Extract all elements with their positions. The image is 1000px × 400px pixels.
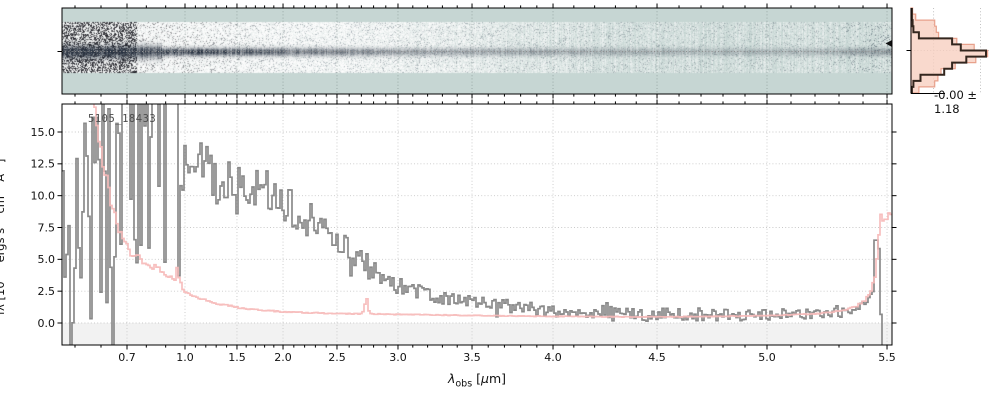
flux-line <box>62 104 883 345</box>
x-axis-label-close: m] <box>488 371 507 386</box>
x-tick-label: 0.7 <box>118 351 136 364</box>
x-tick-label: 5.5 <box>878 351 896 364</box>
2d-spectrum-canvas <box>62 8 892 94</box>
y-tick-label: 12.5 <box>31 158 56 171</box>
below-zero-shade <box>62 323 892 345</box>
error-line <box>93 104 892 318</box>
x-axis-label-mu: μ <box>481 371 489 386</box>
x-tick-label: 3.5 <box>463 351 481 364</box>
hist-dark-outline <box>910 8 987 94</box>
x-axis-label-open: [ <box>472 371 482 386</box>
y-tick-label: 0.0 <box>38 317 56 330</box>
x-tick-label: 4.0 <box>544 351 562 364</box>
x-tick-label: 4.5 <box>648 351 666 364</box>
hist-pink-fill <box>910 7 989 94</box>
y-tick-label: 15.0 <box>31 126 56 139</box>
panel-border-2d <box>61 7 893 95</box>
x-axis-label: λobs [μm] <box>402 371 552 390</box>
source-id-label: 5105_18433 <box>88 113 157 125</box>
x-tick-label: 2.0 <box>274 351 292 364</box>
x-axis-label-subscript: obs <box>455 378 473 390</box>
x-axis-label-lambda: λ <box>447 371 456 386</box>
y-tick-label: 2.5 <box>38 285 56 298</box>
y-tick-label: 7.5 <box>38 221 56 234</box>
x-tick-label: 5.0 <box>758 351 776 364</box>
x-tick-label: 1.0 <box>176 351 194 364</box>
x-tick-label: 3.0 <box>389 351 407 364</box>
y-axis-label: fλ [10⁻²⁰ ergs s⁻¹ cm⁻² Å⁻¹] <box>0 158 7 316</box>
y-tick-label: 10.0 <box>31 189 56 202</box>
x-tick-label: 1.5 <box>228 351 246 364</box>
y-tick-label: 5.0 <box>38 253 56 266</box>
trace-marker-icon <box>885 40 892 47</box>
x-tick-label: 2.5 <box>328 351 346 364</box>
hist-stat-label: -0.00 ± 1.18 <box>934 88 978 116</box>
panel-border-1d <box>61 103 893 346</box>
